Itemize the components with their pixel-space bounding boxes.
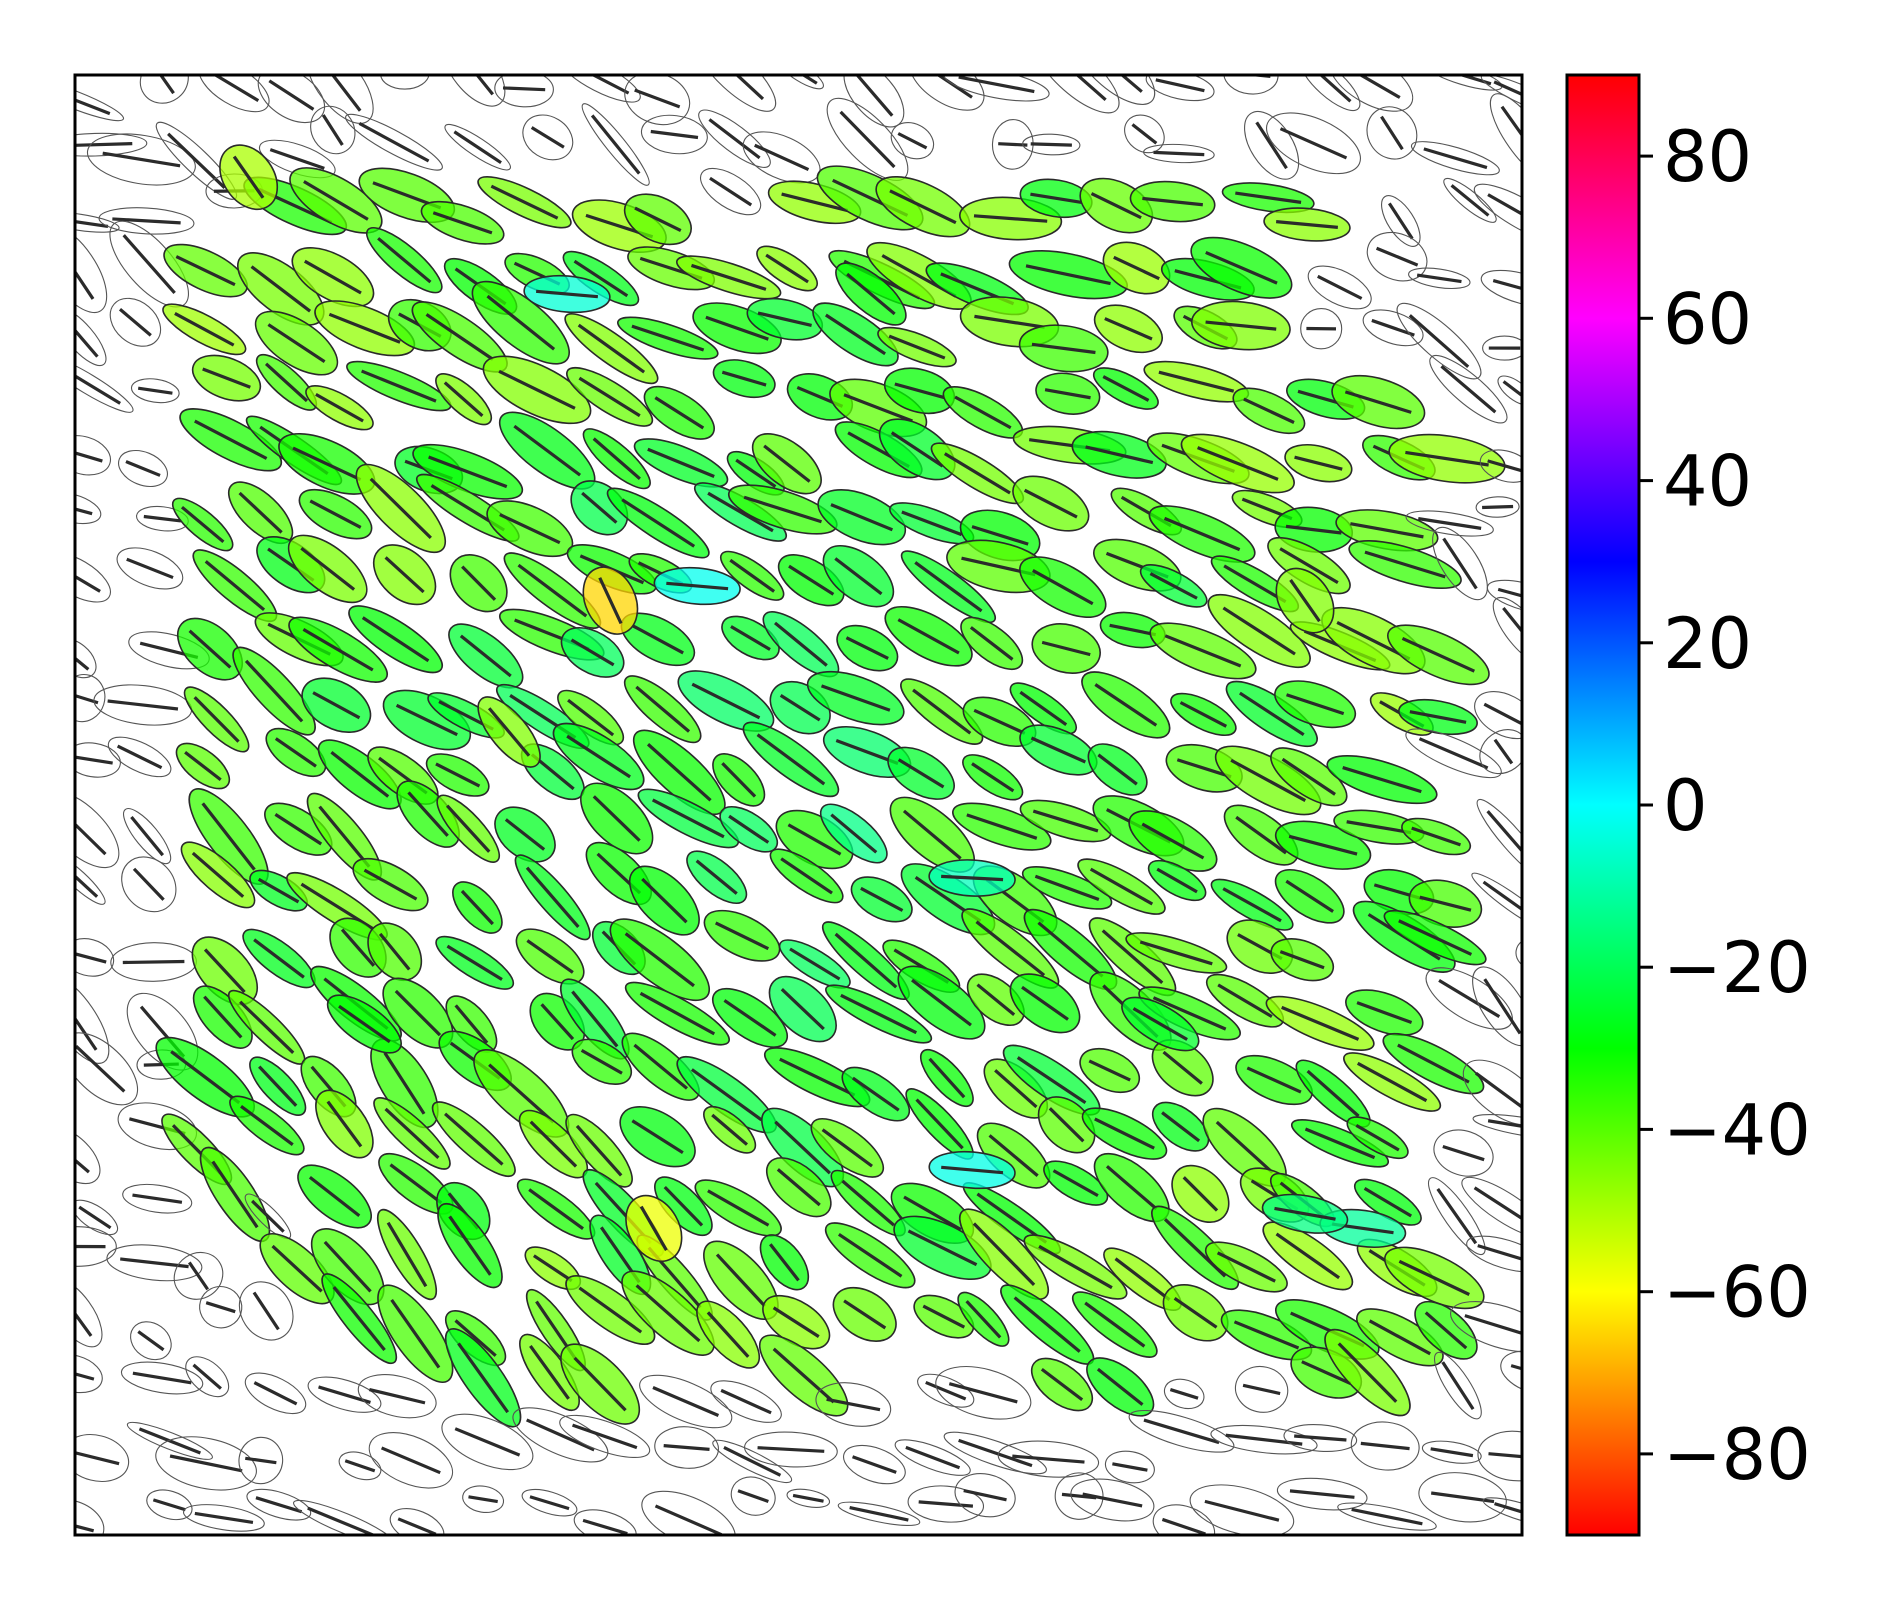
plot-area <box>23 21 1582 1561</box>
colorbar-tick-label: 80 <box>1663 116 1752 198</box>
colorbar-tick-label: −80 <box>1663 1414 1811 1496</box>
colorbar-tick-label: 60 <box>1663 278 1752 360</box>
orientation-line <box>123 962 185 963</box>
orientation-line <box>1031 144 1072 145</box>
colorbar-tick-label: −20 <box>1663 927 1811 1009</box>
colorbar-tick-label: 20 <box>1663 603 1752 685</box>
orientation-line <box>1482 507 1513 508</box>
colorbar-tick-label: −40 <box>1663 1089 1811 1171</box>
colorbar-gradient <box>1567 75 1639 1535</box>
orientation-line <box>503 88 545 90</box>
colorbar-tick-label: −60 <box>1663 1252 1811 1334</box>
orientation-line <box>1522 951 1551 956</box>
orientation-line <box>58 144 133 146</box>
colorbar-tick-label: 0 <box>1663 765 1708 847</box>
colorbar-ticks: 80 60 40 20 0 −20 −40 −60 −80 <box>1639 116 1811 1496</box>
colorbar: 80 60 40 20 0 −20 −40 −60 −80 <box>1567 75 1811 1535</box>
orientation-line <box>1154 152 1205 154</box>
colorbar-tick-label: 40 <box>1663 441 1752 523</box>
